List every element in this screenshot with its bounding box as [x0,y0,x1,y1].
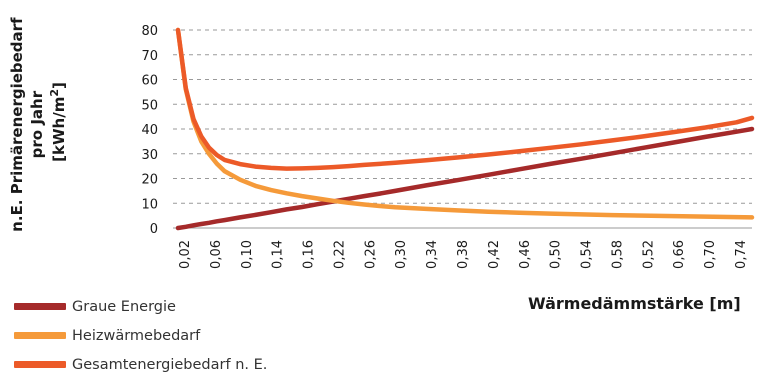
y-tick-label: 50 [141,98,158,113]
x-tick-label: 0,66 [672,240,687,269]
y-tick-label: 70 [141,49,158,64]
y-tick-label: 40 [141,123,158,138]
legend-swatch [14,361,66,368]
legend-item-gesamtenergiebedarf: Gesamtenergiebedarf n. E. [14,350,267,379]
y-tick-label: 80 [141,24,158,39]
legend-label: Heizwärmebedarf [72,327,201,344]
x-tick-label: 0,42 [487,240,502,269]
y-tick-label: 20 [141,173,158,188]
series-line-1 [175,27,755,220]
y-axis-ticks: 0 10 20 30 40 50 60 70 80 [141,24,158,237]
series-line-0 [175,126,755,231]
x-tick-label: 0,22 [332,240,347,269]
x-tick-label: 0,58 [610,240,625,269]
x-axis-ticks: 0,02 0,06 0,10 0,14 0,16 0,22 0,26 0,30 0,34 0,38… [178,240,749,269]
x-tick-label: 0,46 [518,240,533,269]
x-tick-label: 0,10 [240,240,255,269]
legend-swatch [14,332,66,339]
legend-label: Gesamtenergiebedarf n. E. [72,356,268,373]
x-tick-label: 0,54 [580,240,595,269]
y-tick-label: 30 [141,148,158,163]
series-lines [175,27,755,231]
series-line-2 [175,27,755,171]
legend-item-heizwaermebedarf: Heizwärmebedarf [14,321,267,350]
x-tick-label: 0,16 [302,240,317,269]
legend: Graue Energie Heizwärmebedarf Gesamtener… [14,292,267,379]
x-axis-title: Wärmedämmstärke [m] [528,294,741,313]
legend-label: Graue Energie [72,298,176,315]
x-tick-label: 0,02 [178,240,193,269]
x-tick-label: 0,52 [641,240,656,269]
y-tick-label: 60 [141,74,158,89]
x-tick-label: 0,26 [363,240,378,269]
x-tick-label: 0,50 [549,240,564,269]
x-tick-label: 0,74 [734,240,749,269]
grid-lines [173,29,752,229]
x-tick-label: 0,30 [394,240,409,269]
y-tick-label: 0 [150,222,158,237]
x-tick-label: 0,70 [703,240,718,269]
x-tick-label: 0,14 [271,240,286,269]
y-tick-label: 10 [141,197,158,212]
x-tick-label: 0,34 [425,240,440,269]
y-axis-title: n.E. Primärenergiebedarf pro Jahr [kWh/m… [8,12,68,232]
legend-swatch [14,303,66,310]
legend-item-graue-energie: Graue Energie [14,292,267,321]
x-tick-label: 0,06 [209,240,224,269]
x-tick-label: 0,38 [456,240,471,269]
